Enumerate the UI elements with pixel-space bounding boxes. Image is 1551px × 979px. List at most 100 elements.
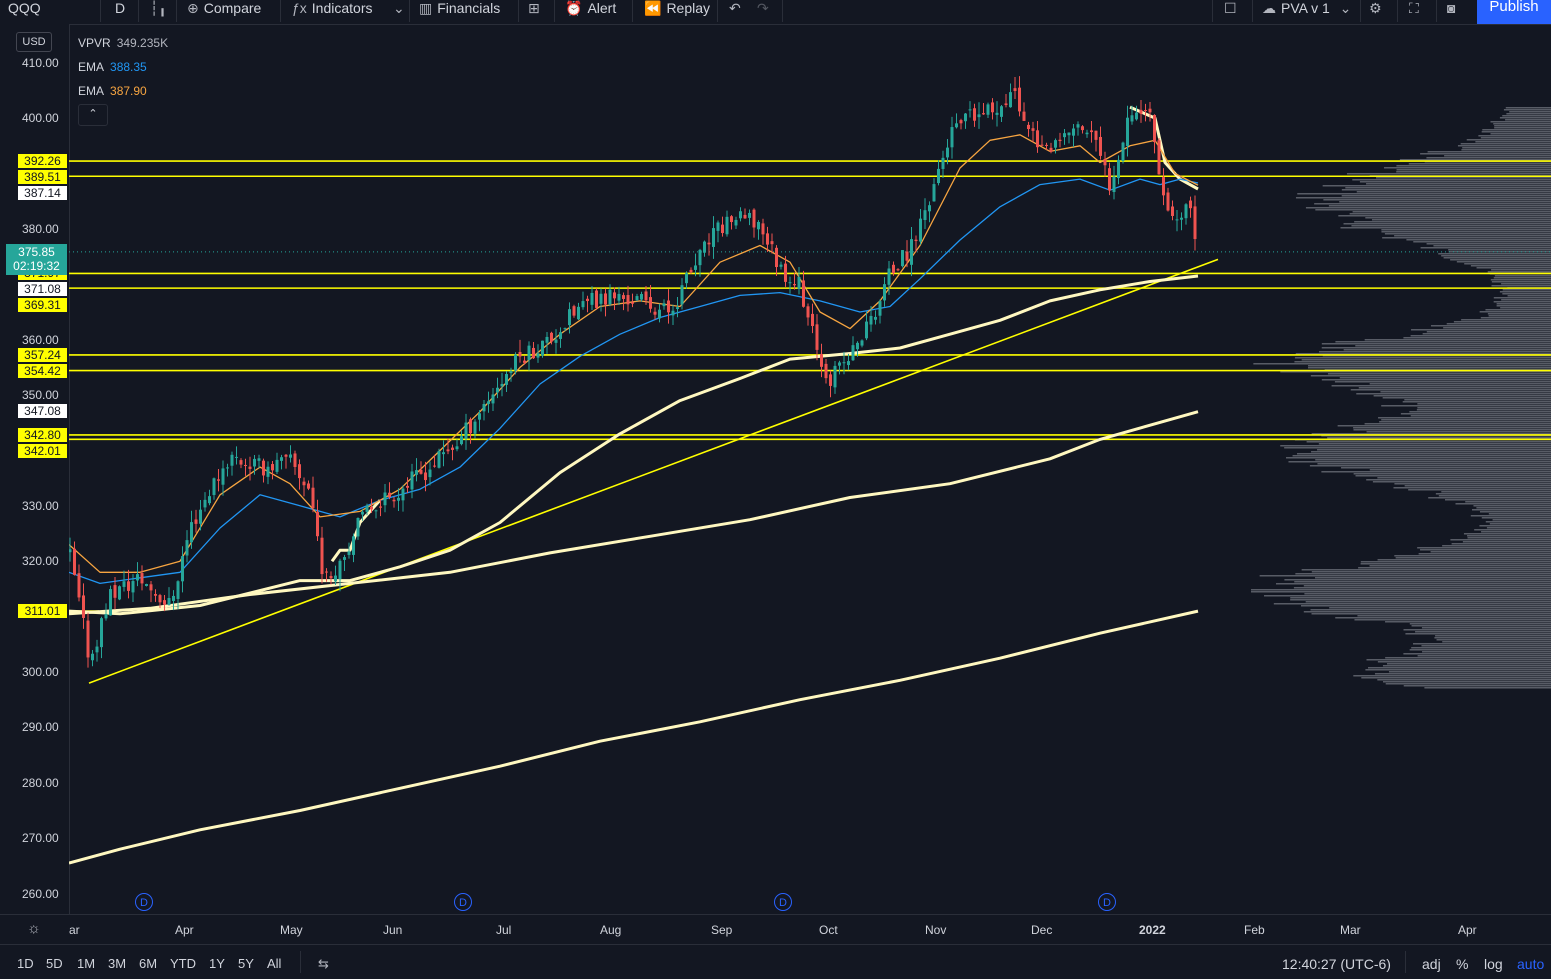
chart-pane[interactable] bbox=[69, 24, 1551, 914]
compare-button[interactable]: ⊕Compare bbox=[187, 0, 261, 22]
candle-body bbox=[843, 362, 846, 363]
candle-body bbox=[888, 269, 891, 285]
vpvr-bar bbox=[1357, 191, 1551, 192]
range-ytd[interactable]: YTD bbox=[170, 956, 196, 971]
auto-toggle[interactable]: auto bbox=[1517, 956, 1544, 972]
candle-body bbox=[919, 219, 922, 242]
fullscreen-button[interactable]: ⛶ bbox=[1409, 0, 1424, 22]
candle-body bbox=[330, 576, 333, 578]
vpvr-bar bbox=[1436, 493, 1551, 494]
vpvr-bar bbox=[1411, 329, 1551, 330]
price-level-label[interactable]: 389.51 bbox=[18, 170, 67, 184]
layout-toggle-button[interactable]: ☐ bbox=[1224, 0, 1242, 22]
vpvr-bar bbox=[1274, 603, 1551, 604]
vpvr-bar bbox=[1302, 569, 1551, 570]
indicator-templates-dropdown[interactable]: ⌄ bbox=[393, 0, 410, 22]
vpvr-bar bbox=[1311, 451, 1551, 452]
layout-menu-button[interactable]: ☁PVA v 1 ⌄ bbox=[1262, 0, 1356, 22]
price-level-label[interactable]: 357.24 bbox=[18, 348, 67, 362]
vpvr-bar bbox=[1427, 243, 1551, 244]
interval-button[interactable]: D bbox=[115, 0, 125, 22]
publish-button[interactable]: Publish bbox=[1477, 0, 1551, 24]
ema-blue-line bbox=[69, 179, 1198, 583]
vpvr-bar bbox=[1472, 509, 1551, 510]
vpvr-bar bbox=[1494, 125, 1551, 126]
candle-body bbox=[730, 216, 733, 222]
price-level-label[interactable]: 354.42 bbox=[18, 364, 67, 378]
vpvr-bar bbox=[1322, 343, 1551, 344]
vpvr-bar bbox=[1377, 477, 1551, 478]
clock-timezone[interactable]: 12:40:27 (UTC-6) bbox=[1282, 956, 1391, 972]
vpvr-bar bbox=[1420, 549, 1551, 550]
dividend-marker[interactable]: D bbox=[774, 893, 792, 911]
dividend-marker[interactable]: D bbox=[1098, 893, 1116, 911]
vpvr-bar bbox=[1341, 467, 1551, 468]
settings-button[interactable]: ⚙ bbox=[1369, 0, 1387, 22]
candle-body bbox=[384, 492, 387, 505]
vpvr-bar bbox=[1342, 189, 1551, 190]
range-all[interactable]: All bbox=[267, 956, 281, 971]
adj-toggle[interactable]: adj bbox=[1422, 956, 1441, 972]
compare-label: Compare bbox=[204, 0, 262, 16]
candle-body bbox=[568, 309, 571, 325]
chart-style-button[interactable]: ┆╻ bbox=[150, 0, 172, 22]
vpvr-bar bbox=[1308, 365, 1551, 366]
range-1m[interactable]: 1M bbox=[77, 956, 95, 971]
price-tick: 350.00 bbox=[22, 388, 66, 402]
range-1y[interactable]: 1Y bbox=[209, 956, 225, 971]
candle-body bbox=[276, 460, 279, 472]
time-label: Sep bbox=[711, 923, 732, 937]
vpvr-bar bbox=[1297, 453, 1551, 454]
vpvr-bar bbox=[1488, 313, 1551, 314]
candle-body bbox=[906, 252, 909, 261]
dividend-marker[interactable]: D bbox=[135, 893, 153, 911]
replay-label: Replay bbox=[666, 0, 710, 16]
replay-button[interactable]: ⏪Replay bbox=[644, 0, 710, 22]
symbol-search[interactable]: QQQ bbox=[8, 0, 41, 22]
range-6m[interactable]: 6M bbox=[139, 956, 157, 971]
candle-body bbox=[456, 446, 459, 449]
price-level-label[interactable]: 392.26 bbox=[18, 154, 67, 168]
time-axis[interactable]: ☼ ar Apr May Jun Jul Aug Sep Oct Nov Dec… bbox=[0, 914, 1551, 944]
range-1d[interactable]: 1D bbox=[17, 956, 34, 971]
dividend-marker[interactable]: D bbox=[454, 893, 472, 911]
gear-icon[interactable]: ☼ bbox=[27, 920, 41, 937]
price-level-label[interactable]: 311.01 bbox=[18, 604, 67, 618]
fullscreen-icon: ⛶ bbox=[1409, 0, 1419, 16]
time-label: Jun bbox=[383, 923, 402, 937]
vpvr-bar bbox=[1473, 505, 1551, 506]
log-toggle[interactable]: log bbox=[1484, 956, 1503, 972]
candle-body bbox=[784, 264, 787, 282]
price-level-label[interactable]: 369.31 bbox=[18, 298, 67, 312]
price-level-label[interactable]: 387.14 bbox=[18, 186, 67, 200]
percent-toggle[interactable]: % bbox=[1456, 956, 1468, 972]
alert-button[interactable]: ⏰Alert bbox=[565, 0, 616, 22]
price-level-label[interactable]: 342.80 bbox=[18, 428, 67, 442]
vpvr-bar bbox=[1493, 519, 1551, 520]
range-5y[interactable]: 5Y bbox=[238, 956, 254, 971]
redo-button[interactable]: ↷ bbox=[757, 0, 774, 22]
price-level-label[interactable]: 371.08 bbox=[18, 282, 67, 296]
price-level-label[interactable]: 342.01 bbox=[18, 444, 67, 458]
currency-selector[interactable]: USD bbox=[16, 32, 52, 52]
financials-button[interactable]: ▥Financials bbox=[419, 0, 500, 22]
vpvr-bar bbox=[1382, 237, 1551, 238]
candle-body bbox=[262, 461, 265, 476]
vpvr-bar bbox=[1304, 593, 1551, 594]
templates-button[interactable]: ⊞ bbox=[528, 0, 545, 22]
snapshot-button[interactable]: ◙ bbox=[1447, 0, 1460, 22]
candle-body bbox=[195, 519, 198, 523]
candle-body bbox=[370, 507, 373, 509]
undo-button[interactable]: ↶ bbox=[729, 0, 746, 22]
price-level-label[interactable]: 347.08 bbox=[18, 404, 67, 418]
goto-date-button[interactable]: ⇆ bbox=[318, 956, 329, 972]
candle-body bbox=[595, 290, 598, 307]
range-5d[interactable]: 5D bbox=[46, 956, 63, 971]
legend-collapse-button[interactable]: ⌃ bbox=[78, 104, 108, 126]
alarm-clock-icon: ⏰ bbox=[565, 0, 582, 16]
range-3m[interactable]: 3M bbox=[108, 956, 126, 971]
